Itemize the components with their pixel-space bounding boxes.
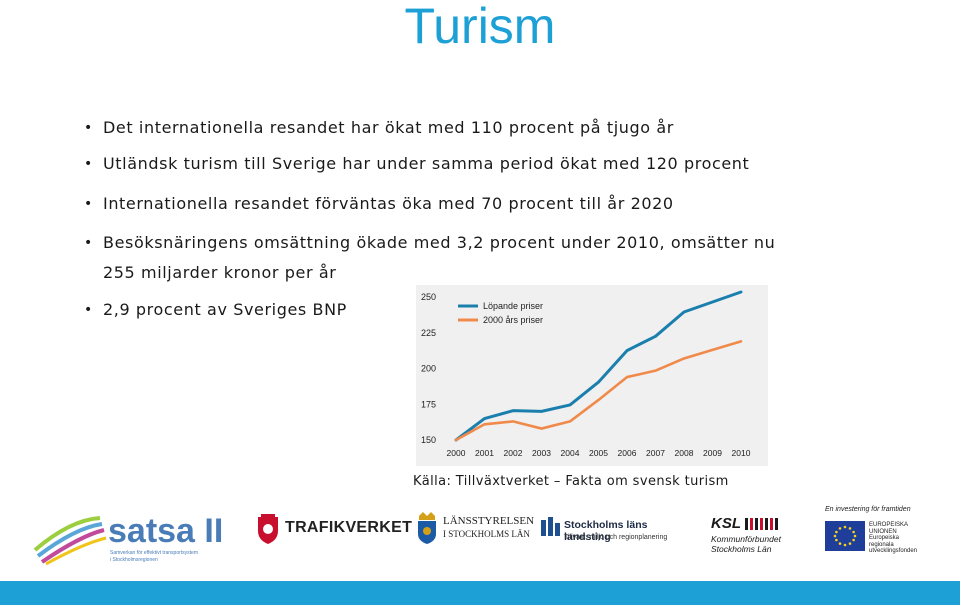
x-tick-label: 2001 bbox=[475, 448, 494, 458]
eu-top-text: En investering för framtiden bbox=[825, 506, 911, 513]
x-tick-label: 2010 bbox=[732, 448, 751, 458]
source-text: Källa: Tillväxtverket – Fakta om svensk … bbox=[413, 474, 729, 489]
eu-text-block: EUROPEISKA UNIONEN Europeiska regionala … bbox=[869, 522, 917, 555]
satsa-tagline-1: Samverkan för effektivt transportsystem bbox=[110, 550, 198, 556]
x-tick-label: 2009 bbox=[703, 448, 722, 458]
ksl-line1: Kommunförbundet bbox=[711, 534, 781, 544]
y-tick-label: 150 bbox=[421, 435, 436, 445]
lansstyrelsen-line1: LÄNSSTYRELSEN bbox=[443, 515, 535, 527]
series-line-2000-ars-priser bbox=[454, 340, 743, 442]
landsting-line1: Stockholms läns landsting bbox=[564, 519, 648, 543]
landsting-logo: Stockholms läns landsting Tillväxt, milj… bbox=[540, 514, 690, 550]
bullet-icon: • bbox=[84, 120, 93, 136]
bullet-icon: • bbox=[84, 235, 93, 251]
bullet-icon: • bbox=[84, 156, 93, 172]
lansstyrelsen-line2: I STOCKHOLMS LÄN bbox=[443, 529, 530, 539]
eu-line1: EUROPEISKA bbox=[869, 522, 909, 528]
x-tick-label: 2002 bbox=[504, 448, 523, 458]
bullet-text: Internationella resandet förväntas öka m… bbox=[103, 194, 674, 213]
bullet-text: 255 miljarder kronor per år bbox=[103, 263, 337, 282]
bullet-item: • 2,9 procent av Sveriges BNP bbox=[84, 295, 346, 325]
x-tick-label: 2003 bbox=[532, 448, 551, 458]
x-tick-label: 2007 bbox=[646, 448, 665, 458]
trafikverket-name: TRAFIKVERKET bbox=[285, 519, 413, 536]
landsting-emblem-icon bbox=[541, 517, 560, 536]
satsa-tagline-2: i Stockholmsregionen bbox=[110, 557, 158, 563]
eu-flag-icon bbox=[825, 521, 865, 551]
eu-line3: Europeiska bbox=[869, 535, 900, 541]
x-tick-label: 2006 bbox=[618, 448, 637, 458]
bullet-continuation: 255 miljarder kronor per år bbox=[84, 258, 336, 288]
ksl-abbr: KSL bbox=[711, 515, 741, 532]
y-tick-label: 250 bbox=[421, 292, 436, 302]
landsting-line2: Tillväxt, miljö och regionplanering bbox=[564, 534, 668, 541]
bullet-icon: • bbox=[84, 196, 93, 212]
satsa-swoosh-icon bbox=[33, 516, 107, 566]
chart-background bbox=[416, 285, 768, 466]
bullet-item: • Det internationella resandet har ökat m… bbox=[84, 113, 673, 143]
trafikverket-logo: TRAFIKVERKET bbox=[255, 513, 412, 547]
x-tick-label: 2005 bbox=[589, 448, 608, 458]
bullet-item: • Internationella resandet förväntas öka … bbox=[84, 189, 673, 219]
y-tick-label: 200 bbox=[421, 364, 436, 374]
footer-bar bbox=[0, 581, 960, 605]
satsa-logo: satsa II Samverkan för effektivt transpo… bbox=[30, 510, 230, 566]
eu-line4: regionala bbox=[869, 541, 894, 548]
x-tick-label: 2008 bbox=[675, 448, 694, 458]
bullet-icon: • bbox=[84, 302, 93, 318]
ksl-stripes-icon bbox=[745, 518, 778, 530]
legend-label: 2000 års priser bbox=[483, 315, 543, 325]
page-title: Turism bbox=[404, 0, 556, 54]
bullet-text: 2,9 procent av Sveriges BNP bbox=[103, 300, 347, 319]
legend-label: Löpande priser bbox=[483, 301, 543, 311]
lansstyrelsen-logo: LÄNSSTYRELSEN I STOCKHOLMS LÄN bbox=[415, 510, 535, 550]
eu-line2: UNIONEN bbox=[869, 528, 897, 535]
ksl-logo: KSL Kommunförbundet Stockholms Län bbox=[707, 515, 792, 555]
ksl-line2: Stockholms Län bbox=[711, 544, 772, 554]
crown-crest-icon bbox=[418, 512, 436, 544]
trafikverket-emblem-icon bbox=[258, 514, 278, 544]
eu-line5: utvecklingsfonden bbox=[869, 548, 918, 554]
x-tick-label: 2000 bbox=[447, 448, 466, 458]
bullet-item: • Utländsk turism till Sverige har under … bbox=[84, 149, 749, 179]
y-tick-label: 175 bbox=[421, 399, 436, 409]
eu-logo: En investering för framtiden EUROPEISKA … bbox=[825, 506, 955, 558]
bullet-text: Det internationella resandet har ökat me… bbox=[103, 118, 674, 137]
y-tick-label: 225 bbox=[421, 328, 436, 338]
bullet-text: Utländsk turism till Sverige har under s… bbox=[103, 154, 750, 173]
bullet-text: Besöksnäringens omsättning ökade med 3,2… bbox=[103, 233, 776, 252]
bullet-item: • Besöksnäringens omsättning ökade med 3,… bbox=[84, 228, 775, 258]
tourism-line-chart: 250 225 200 175 150 2000 2001 2002 2003 2004 2005 2… bbox=[421, 290, 751, 458]
x-tick-label: 2004 bbox=[561, 448, 580, 458]
satsa-name: satsa II bbox=[108, 512, 224, 550]
